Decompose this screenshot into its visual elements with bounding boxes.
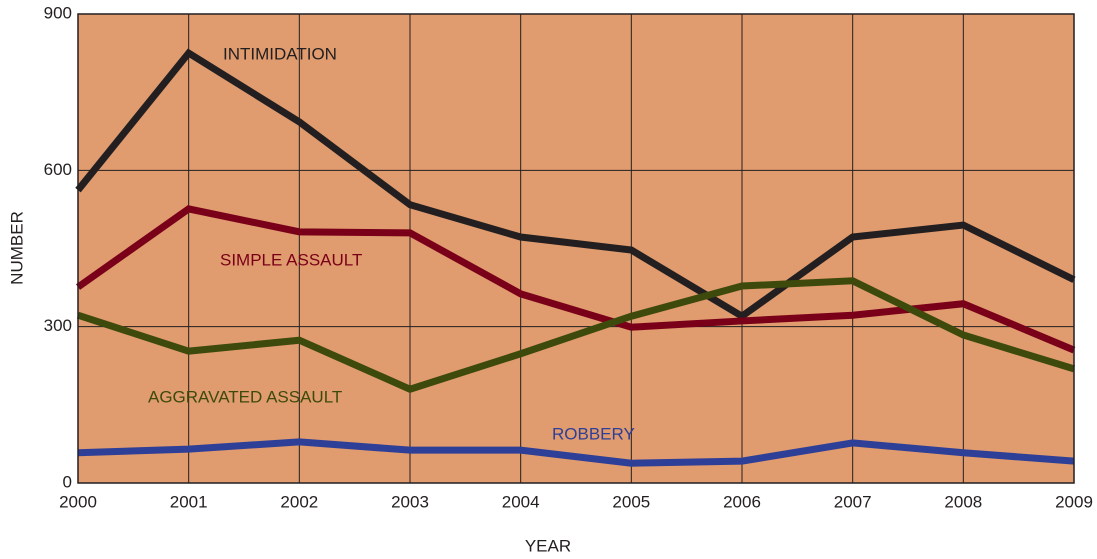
x-tick-label: 2008 [944, 492, 982, 511]
y-axis-label: NUMBER [7, 211, 26, 285]
x-tick-label: 2000 [59, 492, 97, 511]
x-tick-label: 2009 [1055, 492, 1093, 511]
x-tick-label: 2002 [280, 492, 318, 511]
x-axis-label: YEAR [525, 536, 571, 555]
plot-frame [77, 13, 1075, 484]
series-label: AGGRAVATED ASSAULT [148, 387, 342, 406]
series-label: INTIMIDATION [223, 44, 337, 63]
x-tick-label: 2006 [723, 492, 761, 511]
y-tick-label: 300 [44, 316, 72, 335]
y-tick-label: 0 [63, 472, 72, 491]
series-line [76, 277, 1076, 393]
x-tick-label: 2004 [502, 492, 540, 511]
series-label: ROBBERY [552, 424, 635, 443]
x-tick-label: 2005 [612, 492, 650, 511]
x-tick-label: 2007 [834, 492, 872, 511]
x-tick-label: 2001 [170, 492, 208, 511]
y-tick-label: 600 [44, 160, 72, 179]
x-tick-label: 2003 [391, 492, 429, 511]
series-line [77, 438, 1075, 467]
series-label: SIMPLE ASSAULT [220, 250, 362, 269]
y-tick-label: 900 [44, 3, 72, 22]
series-line [75, 48, 1076, 321]
plot-background [78, 14, 1074, 483]
